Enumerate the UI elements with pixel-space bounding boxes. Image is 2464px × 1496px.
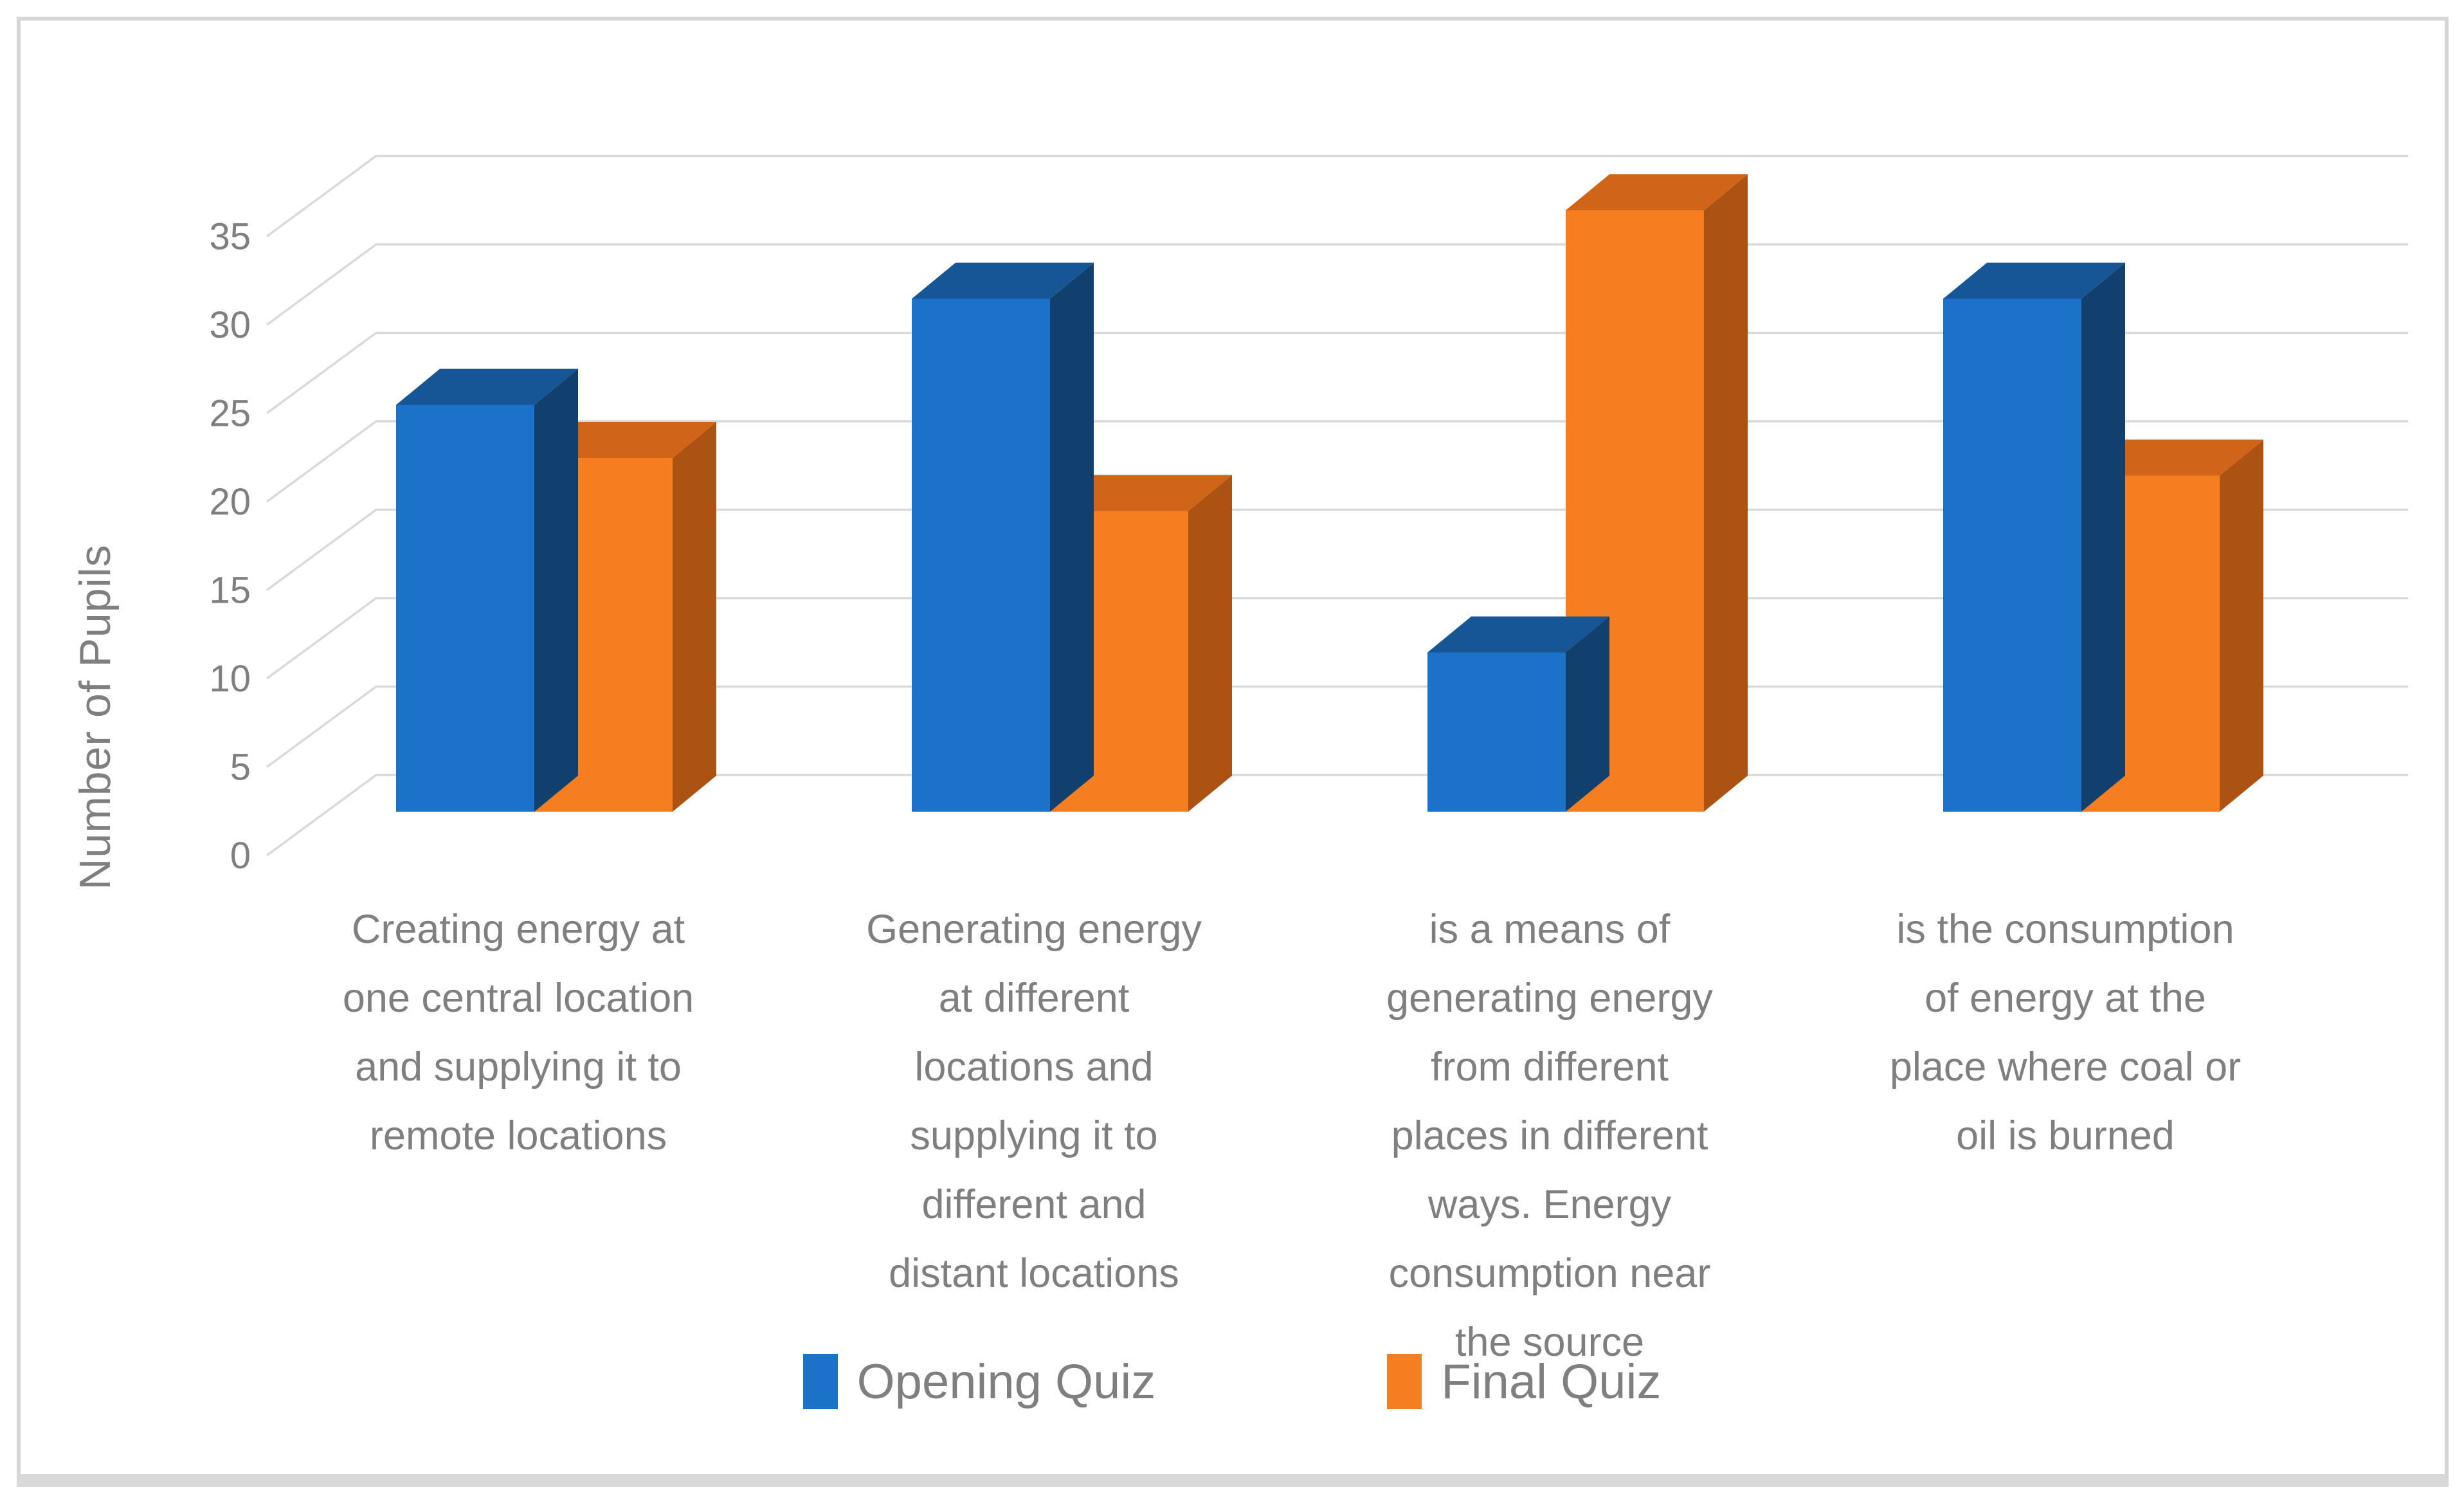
chart-legend: Opening Quiz Final Quiz (0, 1343, 2464, 1420)
category-label-line: remote locations (369, 1113, 667, 1158)
y-tick-label-5: 5 (230, 747, 251, 789)
category-label-0: Creating energy at one central location an… (248, 895, 788, 1171)
bar-opening-quiz-2-top-face (1427, 616, 1609, 653)
category-label-line: is the consumption (1896, 907, 2234, 952)
legend-swatch-icon (1387, 1354, 1422, 1409)
bar-opening-quiz-1-side-face (1050, 262, 1094, 812)
bar-opening-quiz-3 (1943, 298, 2081, 812)
bar-final-quiz-2-side-face (1704, 174, 1748, 812)
category-label-line: generating energy (1386, 976, 1713, 1021)
category-label-line: one central location (342, 976, 694, 1021)
bar-final-quiz-0-side-face (673, 422, 716, 812)
y-tick-label-15: 15 (209, 570, 251, 612)
category-axis-labels: Creating energy at one central location an… (0, 895, 2464, 1397)
bar-final-quiz-2-top-face (1566, 174, 1748, 210)
y-tick-label-35: 35 (209, 216, 251, 258)
bar-final-quiz-1-top-face (1050, 475, 1232, 511)
bar-opening-quiz-2 (1427, 652, 1566, 812)
bar-opening-quiz-0-top-face (396, 369, 578, 405)
y-tick-label-0: 0 (230, 835, 251, 877)
bar-opening-quiz-1-top-face (912, 262, 1094, 299)
category-label-line: oil is burned (1956, 1113, 2175, 1158)
category-label-3: is the consumption of energy at the place … (1795, 895, 2335, 1171)
category-label-line: the source (1454, 1320, 1645, 1365)
bar-opening-quiz-0-side-face (534, 369, 578, 812)
category-label-2: is a means of generating energy from diffe… (1280, 895, 1820, 1377)
category-label-line: consumption near (1388, 1251, 1711, 1296)
bar-opening-quiz-2-side-face (1566, 616, 1609, 812)
category-label-line: place where coal or (1889, 1044, 2242, 1090)
category-label-line: Creating energy at (351, 907, 685, 952)
category-label-line: at different (938, 976, 1130, 1021)
bar-final-quiz-1-side-face (1188, 475, 1232, 812)
category-label-1: Generating energy at different locations a… (764, 895, 1304, 1308)
bar-final-quiz-0-top-face (534, 422, 716, 458)
legend-label: Opening Quiz (856, 1354, 1156, 1409)
category-label-line: distant locations (889, 1251, 1179, 1296)
legend-swatch-icon (802, 1354, 838, 1409)
y-tick-label-10: 10 (209, 658, 251, 700)
bar-opening-quiz-3-side-face (2081, 262, 2125, 812)
category-label-line: places in different (1391, 1113, 1708, 1158)
category-label-line: different and (921, 1182, 1146, 1227)
category-label-line: locations and (914, 1044, 1154, 1090)
gridline-35 (266, 154, 2408, 237)
legend-item-opening-quiz: Opening Quiz (802, 1354, 1156, 1410)
category-label-line: supplying it to (910, 1113, 1158, 1158)
y-tick-label-30: 30 (209, 304, 251, 346)
bar-opening-quiz-0 (396, 405, 534, 812)
category-label-line: from different (1430, 1044, 1669, 1090)
bar-final-quiz-3-side-face (2220, 439, 2263, 812)
category-label-line: of energy at the (1925, 976, 2206, 1021)
category-label-line: and supplying it to (355, 1044, 682, 1090)
bar-opening-quiz-3-top-face (1943, 262, 2125, 299)
category-label-line: Generating energy (866, 907, 1202, 952)
bar-opening-quiz-1 (912, 298, 1050, 812)
y-tick-label-20: 20 (209, 481, 251, 523)
legend-label: Final Quiz (1441, 1354, 1662, 1409)
y-tick-label-25: 25 (209, 393, 251, 435)
legend-item-final-quiz: Final Quiz (1387, 1354, 1661, 1410)
category-label-line: is a means of (1429, 907, 1671, 952)
y-axis-title: Number of Pupils (71, 544, 120, 890)
bar-final-quiz-3-top-face (2081, 439, 2263, 476)
category-label-line: ways. Energy (1427, 1182, 1672, 1227)
